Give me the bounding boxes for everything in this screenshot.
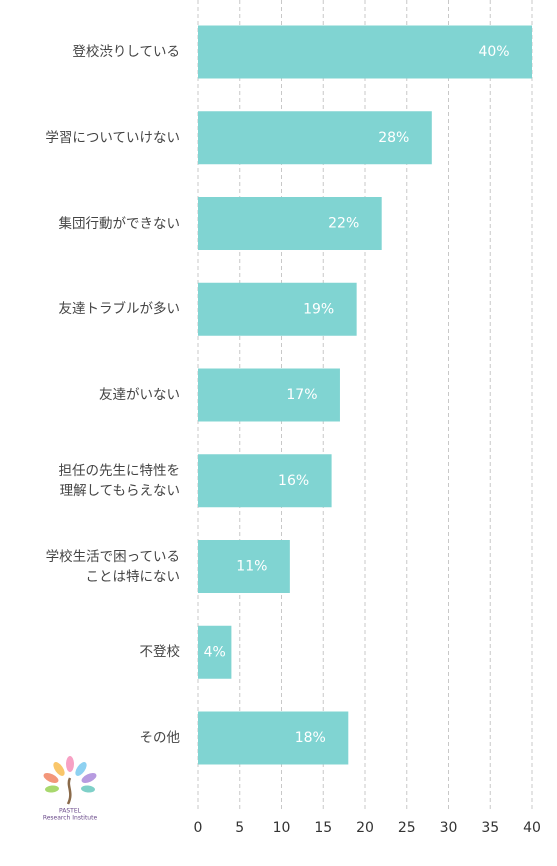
value-label: 28% <box>378 130 409 146</box>
category-label: 不登校 <box>139 644 181 661</box>
bar <box>198 25 532 79</box>
value-label: 4% <box>204 644 226 660</box>
category-label-box: 不登校 <box>139 644 181 661</box>
value-label: 16% <box>278 473 309 489</box>
x-tick-label: 5 <box>235 820 244 836</box>
value-label: 22% <box>328 216 359 232</box>
logo-leaf <box>66 756 74 772</box>
logo-leaf <box>45 785 59 793</box>
category-label-box: その他 <box>139 730 181 746</box>
category-label-box: 集団行動ができない <box>58 215 181 232</box>
logo-leaf <box>43 773 59 783</box>
category-label-box: 登校渋りしている <box>72 44 180 60</box>
value-label: 19% <box>303 301 334 317</box>
category-label-box: 学習についていけない <box>45 129 180 146</box>
category-label-box: 学校生活で困っている ことは特にない <box>45 548 180 585</box>
bar <box>198 368 340 422</box>
category-label-box: 友達がいない <box>99 387 180 403</box>
category-label: 友達がいない <box>99 387 180 403</box>
bar <box>198 540 290 593</box>
x-tick-label: 30 <box>440 820 458 836</box>
logo-trunk <box>66 777 72 805</box>
category-label-box: 友達トラブルが多い <box>58 301 181 318</box>
category-label: 学校生活で困っている ことは特にない <box>45 548 180 585</box>
x-tick-label: 25 <box>398 820 416 836</box>
value-label: 40% <box>478 44 509 60</box>
category-label: 集団行動ができない <box>58 215 181 232</box>
x-tick-label: 40 <box>523 820 541 836</box>
bar <box>198 711 349 765</box>
value-label: 17% <box>286 387 317 403</box>
logo-leaf <box>53 762 65 776</box>
bar <box>198 111 432 165</box>
bar <box>198 282 357 336</box>
x-tick-label: 35 <box>481 820 499 836</box>
logo-leaf <box>81 785 95 793</box>
logo-leaf <box>75 762 87 776</box>
category-label: 学習についていけない <box>45 129 180 146</box>
x-tick-label: 15 <box>314 820 332 836</box>
bar <box>198 454 332 508</box>
logo-leaf <box>81 773 97 783</box>
value-label: 11% <box>236 559 267 575</box>
category-label-box: 担任の先生に特性を 理解してもらえない <box>58 462 181 499</box>
x-tick-label: 10 <box>273 820 291 836</box>
bar <box>198 197 382 250</box>
logo-subtitle: Research Institute <box>43 815 98 822</box>
value-label: 18% <box>295 730 326 746</box>
category-label: 担任の先生に特性を 理解してもらえない <box>58 462 181 499</box>
x-tick-label: 20 <box>356 820 374 836</box>
logo-name: PASTEL <box>59 808 82 815</box>
x-tick-label: 0 <box>194 820 203 836</box>
bar <box>198 625 232 679</box>
category-label: 登校渋りしている <box>72 44 180 60</box>
category-label: 友達トラブルが多い <box>58 301 181 318</box>
category-label: その他 <box>139 730 181 746</box>
